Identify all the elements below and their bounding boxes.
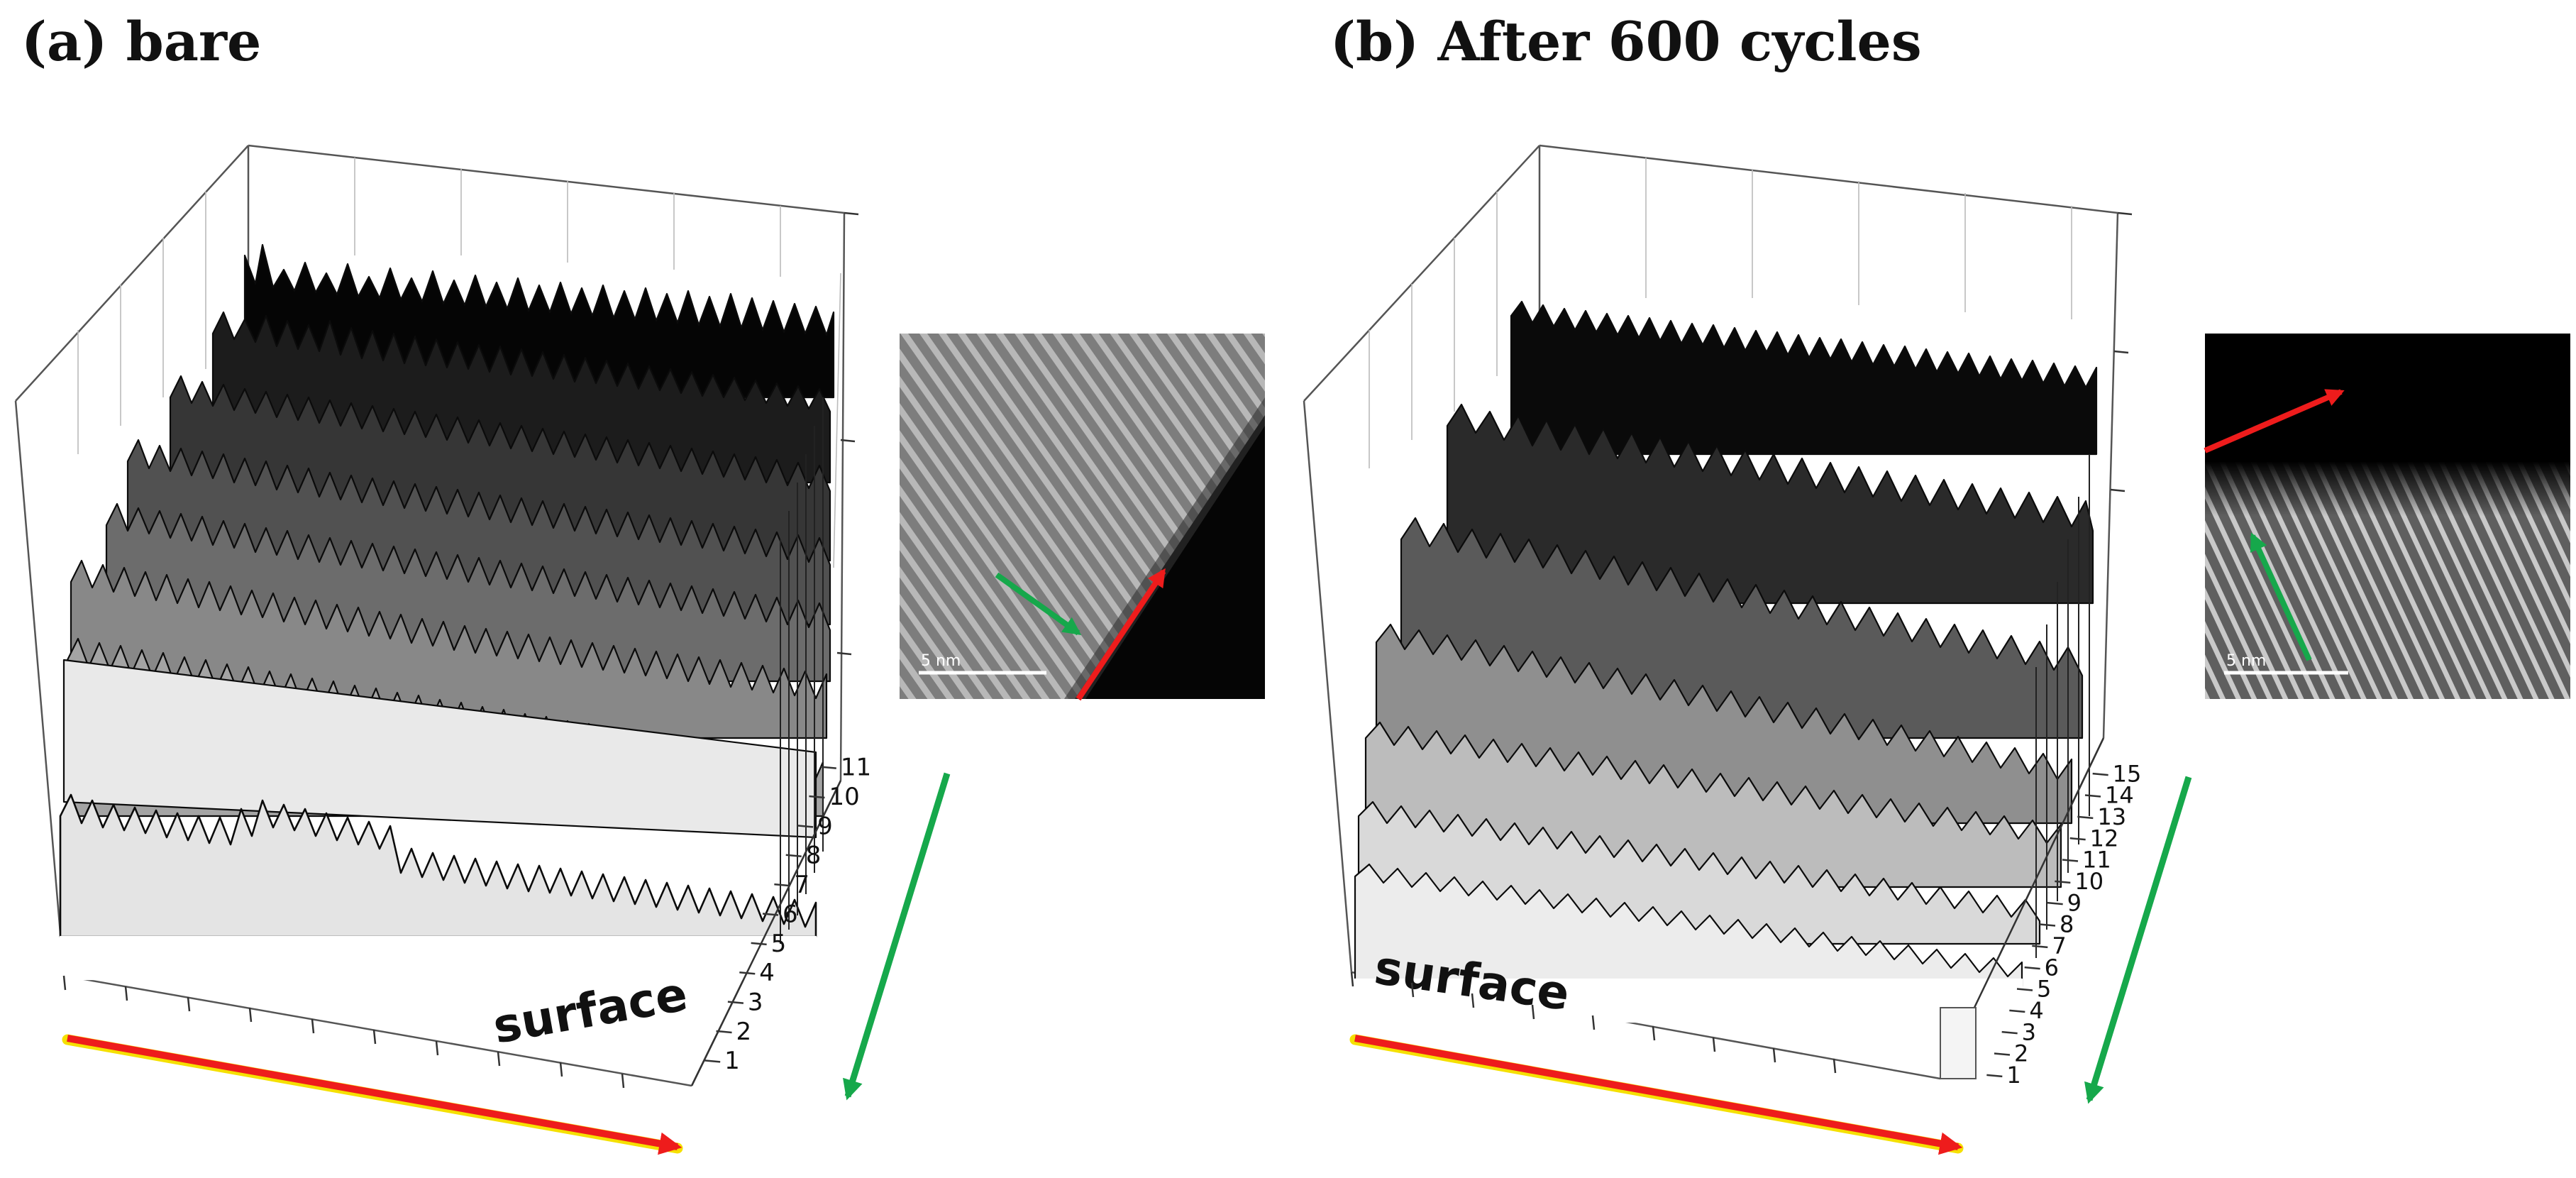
panel-a: (a) bare [14,10,1265,1155]
layer-tick-mark [2047,901,2063,905]
layer-tick-label: 13 [2097,803,2126,830]
layer-tick-label: 5 [771,930,787,958]
layer-tick-mark [2001,1030,2018,1035]
layer-tick-mark [2055,880,2071,884]
panel-a-base-ticks [62,975,625,1089]
panel-b-title: (b) After 600 cycles [1330,10,1922,73]
layer-tick-mark [762,913,779,916]
layer-tick-mark [2009,1009,2025,1013]
layer-tick-mark [704,1059,721,1063]
profile-a-4 [62,659,817,839]
layer-tick-mark [751,942,767,946]
layer-tick-label: 1 [724,1047,740,1075]
layer-tick-label: 9 [817,812,833,840]
layer-tick-mark [1986,1074,2003,1078]
layer-tick-label: 10 [829,783,859,811]
panel-a-inset-green-arrow [995,572,1082,636]
panel-b-inset-red-arrow [2204,389,2345,453]
profile-b-13 [1446,403,2094,605]
layer-tick-label: 11 [2082,847,2111,874]
profile-b-3 [1354,863,2023,988]
panel-b-red-arrow-core [1354,1035,1963,1155]
layer-tick-mark [2092,772,2108,776]
layer-tick-label: 6 [783,900,798,928]
layer-tick-mark [785,854,802,858]
layer-tick-label: 14 [2105,782,2134,809]
panel-a-side-ribbons [780,397,824,944]
layer-tick-label: 4 [2029,997,2043,1024]
layer-tick-mark [2039,923,2056,927]
layer-tick-label: 10 [2074,868,2104,895]
panel-a-inset: 5 nm [900,334,1265,701]
layer-tick-label: 5 [2037,976,2051,1003]
layer-tick-mark [727,1001,744,1004]
profile-b-front [1350,978,2023,1023]
panel-a-gridlines [77,158,841,568]
panel-b: (b) After 600 cycles [1303,10,2570,1155]
panel-b-scalebar-label: 5 nm [2226,652,2266,670]
layer-tick-label: 8 [2060,911,2074,938]
panel-a-red-arrow-core [67,1035,682,1155]
layer-tick-label: 15 [2113,760,2142,787]
layer-tick-mark [739,971,756,975]
layer-tick-mark [2016,988,2033,991]
panel-b-gridlines [1369,158,2072,468]
layer-tick-mark [774,883,790,887]
layer-tick-label: 11 [841,754,871,782]
profile-b-15 [1510,300,2098,456]
panel-b-terrain [1350,300,2098,1023]
layer-tick-mark [716,1030,732,1034]
layer-tick-mark [2084,794,2101,798]
layer-tick-label: 8 [806,842,822,870]
panel-b-green-arrow [2084,776,2192,1104]
layer-tick-label: 7 [794,871,809,899]
layer-tick-label: 4 [759,959,775,987]
layer-tick-mark [2024,966,2040,970]
layer-tick-label: 7 [2052,932,2066,959]
panel-a-green-arrow [843,772,951,1101]
panel-b-wall-ticks [2110,211,2133,492]
layer-tick-mark [820,766,836,769]
layer-tick-mark [2077,815,2094,820]
panel-b-base-ticks [1350,971,1837,1074]
layer-tick-mark [809,795,825,799]
layer-tick-label: 3 [2022,1018,2036,1045]
panel-a-wall-ticks [836,211,859,656]
layer-tick-label: 2 [736,1018,752,1046]
layer-tick-label: 1 [2006,1062,2021,1089]
layer-tick-label: 2 [2014,1040,2028,1067]
panel-a-inset-red-arrow [1076,568,1166,701]
panel-b-side-ribbons [2035,454,2090,958]
panel-a-title: (a) bare [21,10,261,73]
layer-tick-label: 12 [2090,825,2119,852]
panel-b-inset-green-arrow [2250,532,2312,661]
profile-a-front [59,935,817,981]
panel-b-inset: 5 nm [2204,334,2570,699]
layer-tick-mark [2062,859,2079,862]
panel-a-terrain [59,243,835,981]
layer-tick-mark [2069,837,2086,841]
profile-a-surface-band [59,793,817,938]
layer-tick-mark [1994,1052,2011,1056]
layer-tick-label: 6 [2045,954,2059,981]
layer-tick-label: 3 [748,988,763,1016]
layer-tick-mark [2032,945,2048,949]
layer-tick-mark [797,825,814,828]
layer-tick-label: 9 [2067,889,2082,916]
panel-a-scalebar-label: 5 nm [921,652,961,670]
